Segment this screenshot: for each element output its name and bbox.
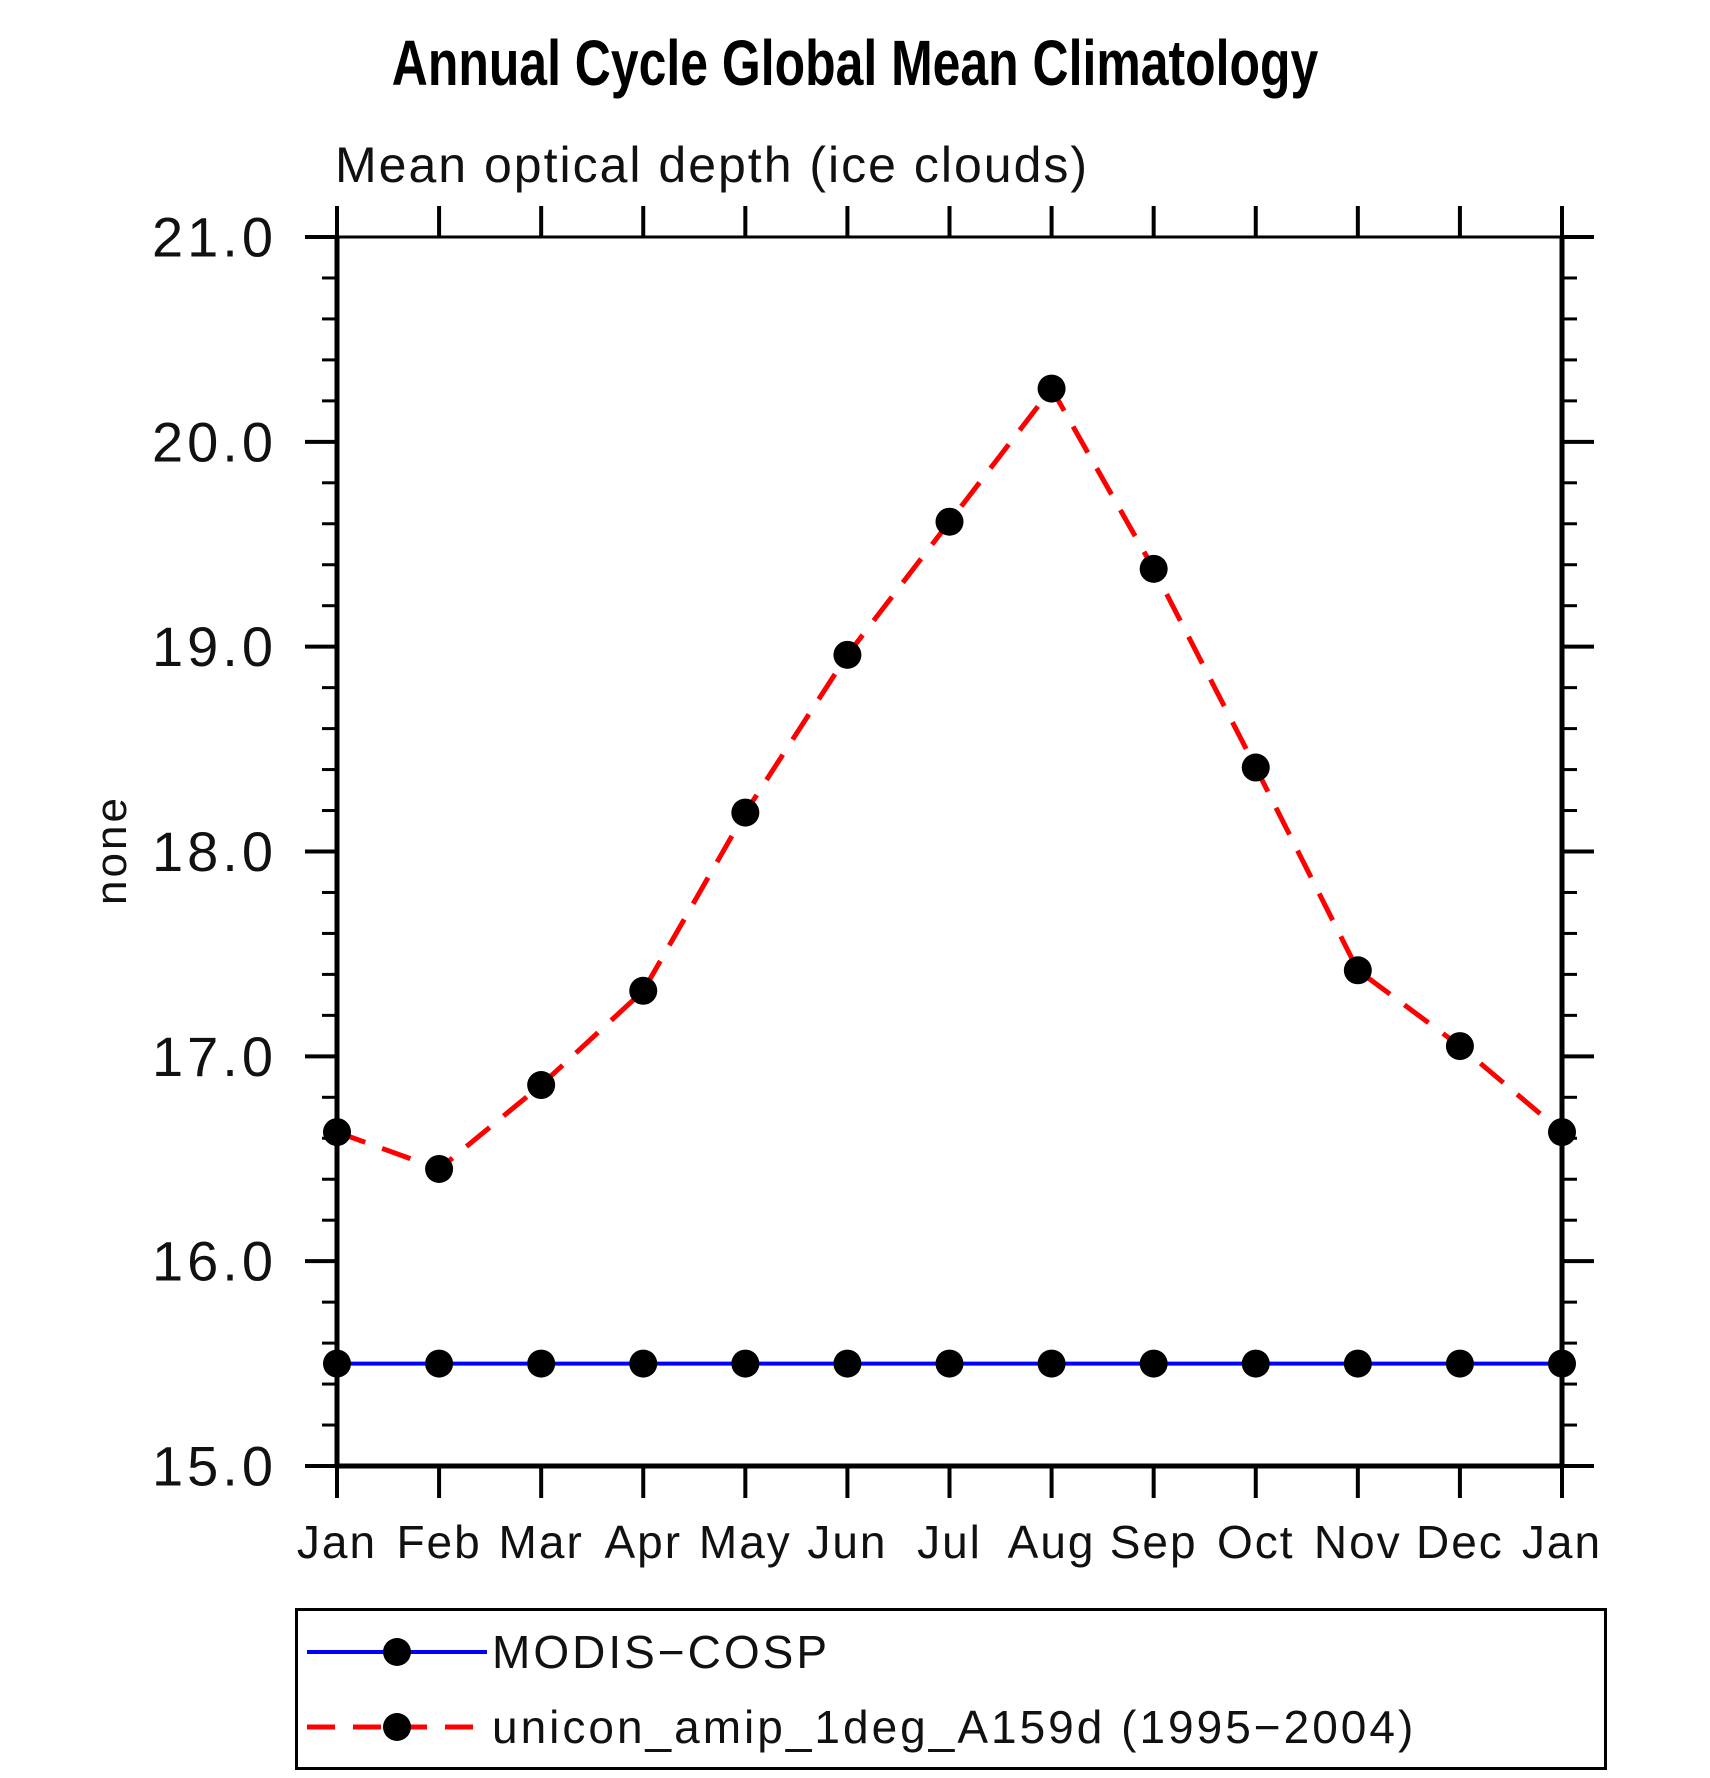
legend-line-sample-solid-blue: [307, 1638, 487, 1666]
y-tick-label: 20.0: [152, 410, 277, 473]
y-tick-label: 16.0: [152, 1230, 277, 1293]
legend-marker-dot: [383, 1638, 411, 1666]
y-tick-label: 17.0: [152, 1025, 277, 1088]
data-point-marker-series-1: [1241, 753, 1270, 782]
data-point-marker-series-1: [1343, 956, 1372, 985]
x-tick-label: Sep: [1110, 1516, 1198, 1568]
x-tick-label: Dec: [1416, 1516, 1504, 1568]
data-point-marker-series-0: [1241, 1349, 1270, 1378]
x-tick-label: Jan: [297, 1516, 377, 1568]
x-tick-label: Nov: [1314, 1516, 1402, 1568]
x-tick-label: Oct: [1217, 1516, 1295, 1568]
x-tick-label: Apr: [604, 1516, 682, 1568]
x-tick-label: Mar: [499, 1516, 584, 1568]
data-point-marker-series-1: [629, 976, 658, 1005]
data-point-marker-series-0: [425, 1349, 454, 1378]
legend-line-sample-dashed-red: [307, 1713, 487, 1741]
legend-label-unicon: unicon_amip_1deg_A159d (1995−2004): [492, 1701, 1417, 1753]
x-tick-label: Feb: [396, 1516, 481, 1568]
legend-entry-modis-cosp: MODIS−COSP: [302, 1626, 830, 1678]
chart-subtitle: Mean optical depth (ice clouds): [335, 137, 1090, 193]
data-point-marker-series-0: [1037, 1349, 1066, 1378]
x-tick-label: Aug: [1008, 1516, 1096, 1568]
series-line-1: [336, 384, 1564, 1172]
y-tick-label: 18.0: [152, 820, 277, 883]
data-point-marker-series-0: [1445, 1349, 1474, 1378]
data-point-marker-series-1: [1548, 1118, 1576, 1147]
data-point-marker-series-1: [1037, 374, 1066, 403]
data-point-marker-series-1: [1445, 1032, 1474, 1061]
legend-label-modis-cosp: MODIS−COSP: [492, 1626, 831, 1678]
x-tick-label: May: [699, 1516, 792, 1568]
data-point-marker-series-0: [323, 1349, 351, 1378]
legend-marker-dot: [383, 1713, 411, 1741]
data-point-marker-series-1: [731, 798, 760, 827]
data-point-marker-series-0: [1548, 1349, 1576, 1378]
data-point-marker-series-1: [1139, 554, 1168, 583]
legend-entry-unicon: unicon_amip_1deg_A159d (1995−2004): [302, 1701, 1416, 1753]
data-point-marker-series-0: [629, 1349, 658, 1378]
data-point-marker-series-1: [527, 1071, 556, 1100]
y-tick-label: 21.0: [152, 206, 277, 269]
data-point-marker-series-0: [833, 1349, 862, 1378]
y-tick-label: 19.0: [152, 615, 277, 678]
data-point-marker-series-1: [935, 507, 964, 536]
data-point-marker-series-0: [731, 1349, 760, 1378]
data-point-marker-series-0: [1139, 1349, 1168, 1378]
data-point-marker-series-1: [323, 1118, 351, 1147]
x-tick-label: Jul: [917, 1516, 982, 1568]
data-point-marker-series-1: [425, 1154, 454, 1183]
chart-title: Annual Cycle Global Mean Climatology: [391, 27, 1319, 99]
data-point-marker-series-0: [1343, 1349, 1372, 1378]
x-tick-label: Jun: [807, 1516, 887, 1568]
data-point-marker-series-0: [935, 1349, 964, 1378]
x-tick-label: Jan: [1522, 1516, 1602, 1568]
data-point-marker-series-0: [527, 1349, 556, 1378]
legend-box: MODIS−COSP unicon_amip_1deg_A159d (1995−…: [295, 1608, 1607, 1770]
data-point-marker-series-1: [833, 640, 862, 669]
y-tick-label: 15.0: [152, 1435, 277, 1498]
